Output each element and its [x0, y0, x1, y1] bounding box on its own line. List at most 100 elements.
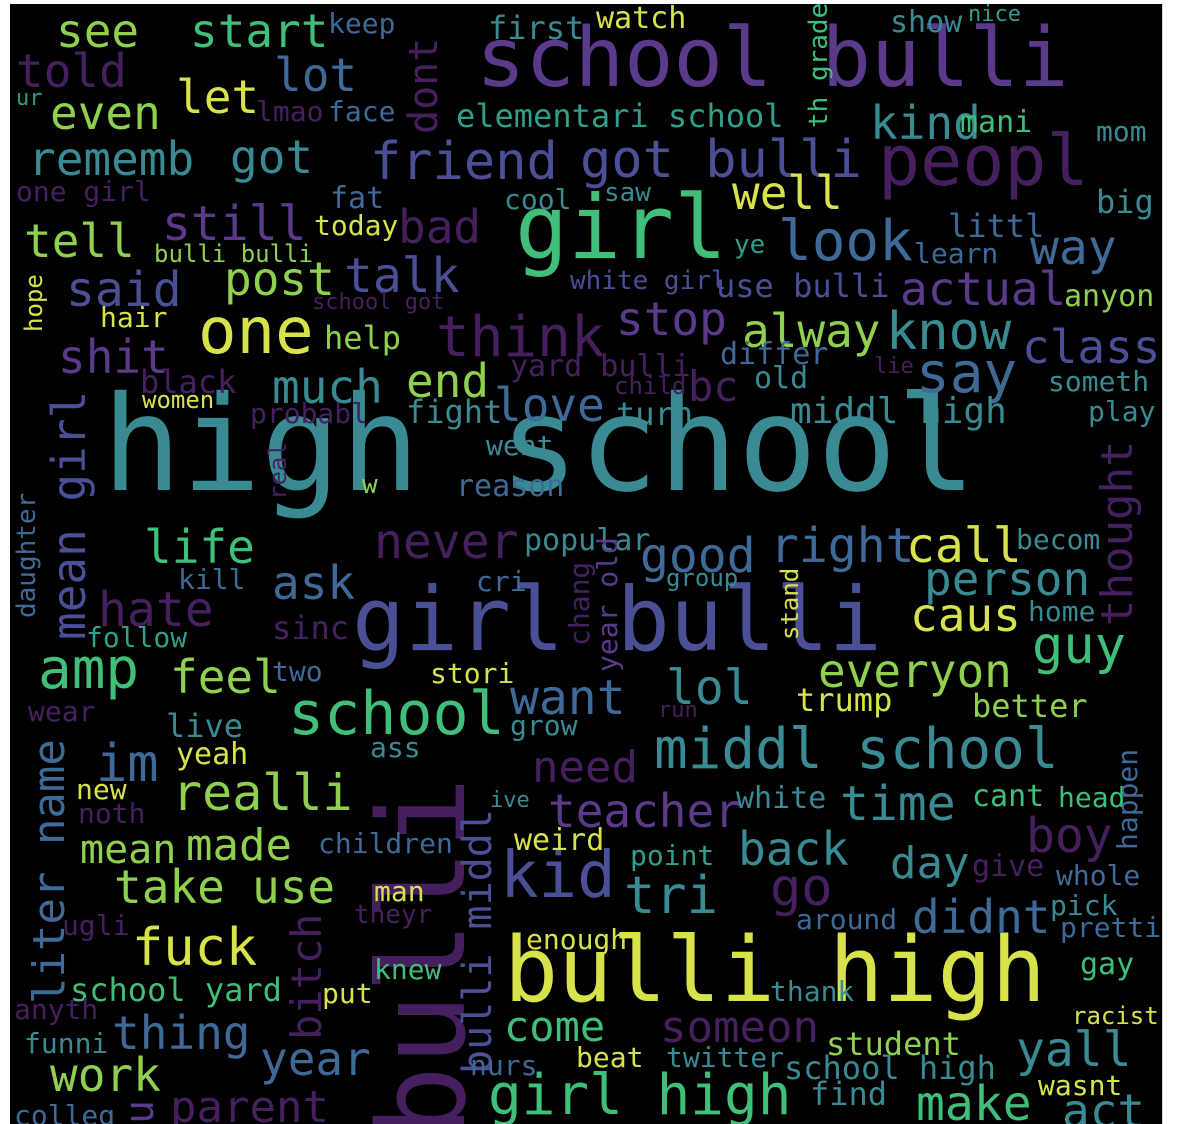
word-wasnt: wasnt — [1038, 1069, 1123, 1102]
word-anyon: anyon — [1064, 279, 1155, 314]
word-thought: thought — [1092, 440, 1143, 626]
word-got-bulli: got bulli — [580, 130, 862, 190]
word-fat: fat — [330, 181, 385, 216]
word-take: take — [114, 860, 225, 914]
word-good: good — [640, 528, 756, 584]
word-rememb: rememb — [28, 132, 195, 186]
word-actual: actual — [900, 262, 1067, 316]
word-pretti: pretti — [1060, 911, 1162, 944]
word-girl-bulli: girl bulli — [352, 568, 882, 671]
word-post: post — [224, 252, 335, 306]
word-yeah: yeah — [176, 737, 249, 772]
word-much: much — [272, 360, 383, 414]
word-run: run — [658, 698, 698, 723]
word-school: school — [288, 679, 505, 749]
word-watch: watch — [596, 4, 687, 36]
word-year-old: year old — [591, 537, 624, 672]
word-hope: hope — [20, 274, 48, 332]
word-mani: mani — [960, 105, 1033, 140]
word-grow: grow — [510, 709, 578, 742]
word-weird: weird — [514, 823, 605, 858]
word-boy: boy — [1026, 808, 1113, 864]
word-kill: kill — [178, 563, 246, 596]
word-call: call — [906, 518, 1022, 574]
word-wear: wear — [28, 695, 96, 728]
word-pick: pick — [1050, 889, 1118, 922]
word-learn: learn — [914, 237, 999, 270]
word-amp: amp — [38, 637, 140, 702]
word-bulli-high: bulli high — [504, 918, 1046, 1023]
word-mean: mean — [80, 827, 177, 873]
word-keep: keep — [328, 7, 396, 40]
word-school-bulli: school bulli — [476, 11, 1069, 106]
word-hair: hair — [100, 301, 168, 334]
word-see: see — [56, 4, 140, 58]
word-th-grade: th grade — [804, 4, 834, 128]
word-go: go — [770, 858, 833, 918]
word-everyon: everyon — [818, 644, 1012, 698]
word-ur: ur — [16, 86, 43, 111]
word-popular: popular — [524, 523, 651, 558]
word-friend: friend — [370, 132, 558, 192]
word-come: come — [504, 1002, 606, 1051]
word-said: said — [66, 262, 182, 318]
word-time: time — [840, 776, 956, 832]
word-stop: stop — [616, 292, 727, 346]
word-love: love — [494, 378, 605, 432]
word-make: make — [916, 1076, 1032, 1124]
word-liter-name: liter name — [24, 739, 75, 1004]
word-cri: cri — [476, 565, 527, 598]
word-ye: ye — [734, 230, 766, 260]
word-fuck: fuck — [132, 918, 258, 978]
word-tri: tri — [624, 866, 718, 926]
word-middl-school: middl school — [654, 717, 1059, 782]
word-big: big — [1096, 183, 1154, 221]
word-happen: happen — [1111, 748, 1144, 850]
word-one-girl: one girl — [16, 175, 151, 208]
word-start: start — [190, 4, 329, 58]
word-use: use — [252, 860, 336, 914]
word-student: student — [826, 1025, 961, 1063]
word-didnt: didnt — [912, 890, 1051, 944]
word-today: today — [314, 209, 399, 242]
word-tell: tell — [24, 214, 135, 268]
word-know: know — [886, 302, 1012, 362]
word-thank: thank — [770, 975, 855, 1008]
word-sinc: sinc — [272, 609, 350, 647]
word-life: life — [144, 520, 255, 574]
word-face: face — [328, 95, 396, 128]
word-ugli: ugli — [62, 909, 130, 942]
word-cloud: high school bulli girl bulli bulli high … — [10, 4, 1163, 1124]
word-still: still — [162, 196, 307, 252]
word-daughter: daughter — [12, 492, 42, 618]
word-made: made — [186, 820, 292, 871]
word-lot: lot — [274, 48, 358, 102]
word-shit: shit — [58, 330, 169, 384]
word-home: home — [1028, 595, 1096, 628]
word-ass: ass — [370, 731, 421, 764]
word-yall: yall — [1016, 1022, 1132, 1078]
word-let: let — [176, 70, 260, 124]
word-knew: knew — [374, 953, 442, 986]
word-enough: enough — [526, 923, 628, 956]
word-head: head — [1058, 781, 1126, 814]
word-end: end — [406, 354, 490, 408]
word-lie: lie — [874, 354, 914, 379]
word-high-school: high school — [102, 368, 977, 522]
word-elementari-school: elementari school — [456, 97, 784, 135]
word-someth: someth — [1048, 365, 1150, 398]
word-becom: becom — [1016, 523, 1101, 556]
word-hate: hate — [98, 582, 214, 638]
word-realli: realli — [172, 764, 353, 822]
word-nice: nice — [968, 4, 1021, 27]
word-white-girl: white girl — [570, 266, 727, 296]
word-live: live — [166, 707, 244, 745]
word-say: say — [916, 341, 1018, 406]
word-probabl: probabl — [250, 397, 369, 430]
word-help: help — [324, 319, 402, 357]
word-gay: gay — [1080, 947, 1135, 982]
word-w: w — [362, 470, 378, 500]
word-real: real — [264, 442, 292, 500]
word-caus: caus — [910, 588, 1021, 642]
word-bulli-middl: bulli middl — [455, 809, 501, 1074]
